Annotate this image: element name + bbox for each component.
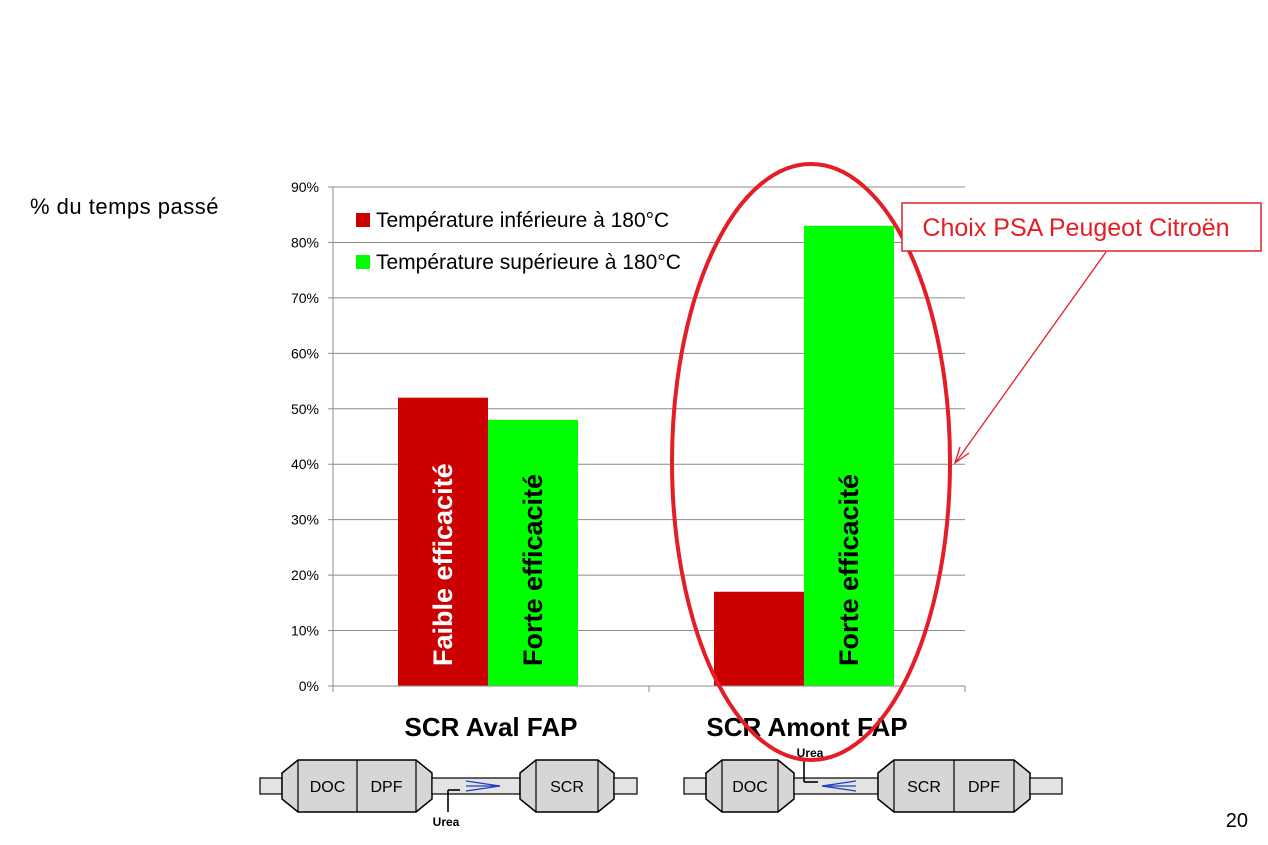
bar-label: Forte efficacité [518, 474, 548, 666]
canister [519, 759, 615, 813]
urea-label: Urea [433, 815, 460, 829]
exhaust-diagram-amont: DOC SCR DPF Urea [683, 746, 1063, 813]
highlight-ellipse [670, 162, 952, 762]
urea-spray [821, 780, 857, 787]
component-label: SCR [550, 779, 584, 796]
urea-spray [465, 785, 501, 792]
callout-text: Choix PSA Peugeot Citroën [922, 214, 1229, 242]
y-axis-label: % du temps passé [30, 194, 219, 219]
y-tick-label: 70% [291, 290, 319, 306]
y-tick-label: 0% [299, 678, 319, 694]
inlet-pipe [683, 777, 707, 795]
callout-arrowhead [953, 446, 970, 465]
y-tick-label: 50% [291, 401, 319, 417]
outlet-pipe [613, 777, 638, 795]
bar [714, 591, 804, 686]
bar [398, 397, 488, 686]
urea-spray [465, 780, 501, 787]
y-tick-label: 60% [291, 345, 319, 361]
component-label: SCR [907, 779, 941, 796]
component-label: DPF [371, 779, 403, 796]
component-label: DPF [968, 779, 1000, 796]
legend-label: Température inférieure à 180°C [376, 209, 669, 232]
outlet-pipe [1029, 777, 1063, 795]
legend-label: Température supérieure à 180°C [376, 251, 681, 274]
component-label: DOC [732, 779, 768, 796]
bar-label: Forte efficacité [834, 474, 864, 666]
canister [705, 759, 795, 813]
y-tick-label: 10% [291, 623, 319, 639]
callout: Choix PSA Peugeot Citroën [901, 202, 1262, 465]
y-tick-label: 40% [291, 456, 319, 472]
y-tick-label: 20% [291, 567, 319, 583]
bar [488, 419, 578, 686]
category-label: SCR Aval FAP [405, 712, 578, 742]
inlet-pipe [259, 777, 283, 795]
bar-label: Faible efficacité [428, 463, 458, 666]
bar [804, 225, 894, 687]
legend-swatch [356, 255, 370, 269]
urea-label: Urea [797, 746, 824, 760]
y-tick-label: 30% [291, 512, 319, 528]
page-number: 20 [1225, 810, 1248, 832]
callout-box [901, 202, 1262, 252]
callout-pointer [955, 251, 1107, 463]
y-tick-label: 90% [291, 179, 319, 195]
urea-spray [821, 785, 857, 792]
legend-swatch [356, 213, 370, 227]
exhaust-diagram-aval: DOC DPF SCR Urea [259, 759, 638, 829]
y-tick-label: 80% [291, 234, 319, 250]
component-label: DOC [310, 779, 346, 796]
